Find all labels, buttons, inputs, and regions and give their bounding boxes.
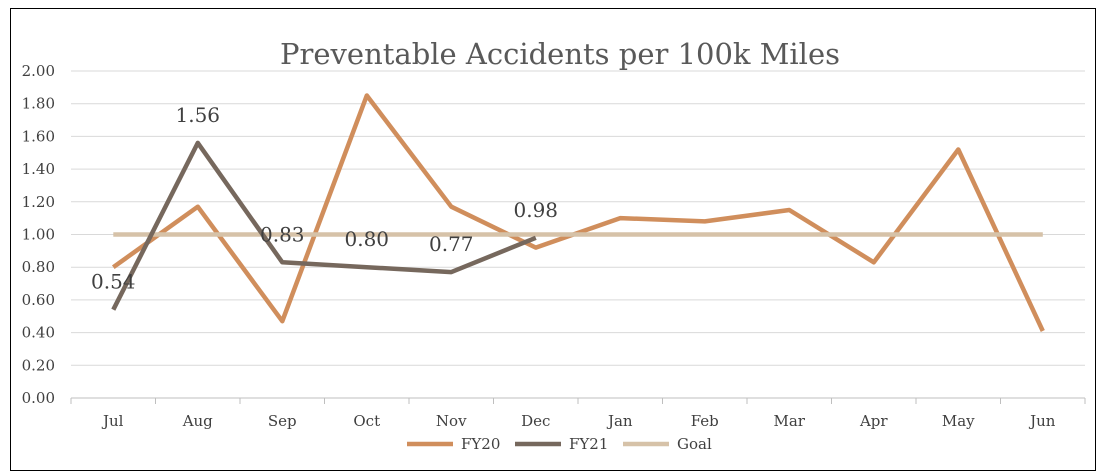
series-line-fy21	[111, 140, 537, 311]
x-tick-label-apr: Apr	[859, 412, 888, 430]
x-tick-label-jun: Jun	[1028, 412, 1056, 430]
chart-frame: Preventable Accidents per 100k Miles 0.0…	[10, 8, 1096, 471]
x-tick-label-oct: Oct	[353, 412, 380, 430]
x-tick-label-nov: Nov	[436, 412, 467, 430]
y-tick-label: 1.60	[22, 127, 55, 145]
legend-label-goal: Goal	[677, 435, 712, 453]
y-tick-label: 0.60	[22, 291, 55, 309]
axes: 0.00 0.20 0.40 0.60 0.80 1.00 1.20 1.40 1.60 1.80…	[22, 62, 1086, 430]
x-tick-label-feb: Feb	[691, 412, 719, 430]
y-tick-label: 1.20	[22, 193, 55, 211]
legend-label-fy21: FY21	[569, 435, 608, 453]
data-label-fy21-nov: 0.77	[429, 232, 474, 256]
data-label-fy21-jul: 0.54	[91, 270, 136, 294]
data-label-fy21-dec: 0.98	[513, 198, 558, 222]
x-tick-label-may: May	[942, 412, 975, 430]
data-labels: 0.54 1.56 0.83 0.80 0.77 0.98	[91, 103, 558, 294]
data-label-fy21-aug: 1.56	[175, 103, 220, 127]
series-line-fy20	[111, 93, 1045, 332]
x-tick-label-sep: Sep	[268, 412, 297, 430]
series-lines	[111, 93, 1045, 332]
y-tick-label: 1.00	[22, 226, 55, 244]
y-tick-label: 1.80	[22, 95, 55, 113]
y-tick-label: 2.00	[22, 62, 55, 80]
y-tick-label: 0.80	[22, 258, 55, 276]
x-tick-label-jul: Jul	[101, 412, 124, 430]
legend: FY20 FY21 Goal	[407, 435, 712, 453]
y-tick-label: 0.00	[22, 389, 55, 407]
x-tick-label-aug: Aug	[182, 412, 213, 430]
data-label-fy21-oct: 0.80	[344, 227, 389, 251]
line-chart: Preventable Accidents per 100k Miles 0.0…	[22, 37, 1086, 453]
legend-label-fy20: FY20	[461, 435, 500, 453]
y-tick-label: 0.40	[22, 324, 55, 342]
y-tick-label: 1.40	[22, 160, 55, 178]
x-tick-label-dec: Dec	[521, 412, 550, 430]
x-tick-label-jan: Jan	[606, 412, 633, 430]
gridlines	[71, 70, 1085, 366]
chart-title: Preventable Accidents per 100k Miles	[280, 37, 840, 71]
data-label-fy21-sep: 0.83	[260, 222, 305, 246]
y-tick-label: 0.20	[22, 356, 55, 374]
x-tick-label-mar: Mar	[774, 412, 806, 430]
